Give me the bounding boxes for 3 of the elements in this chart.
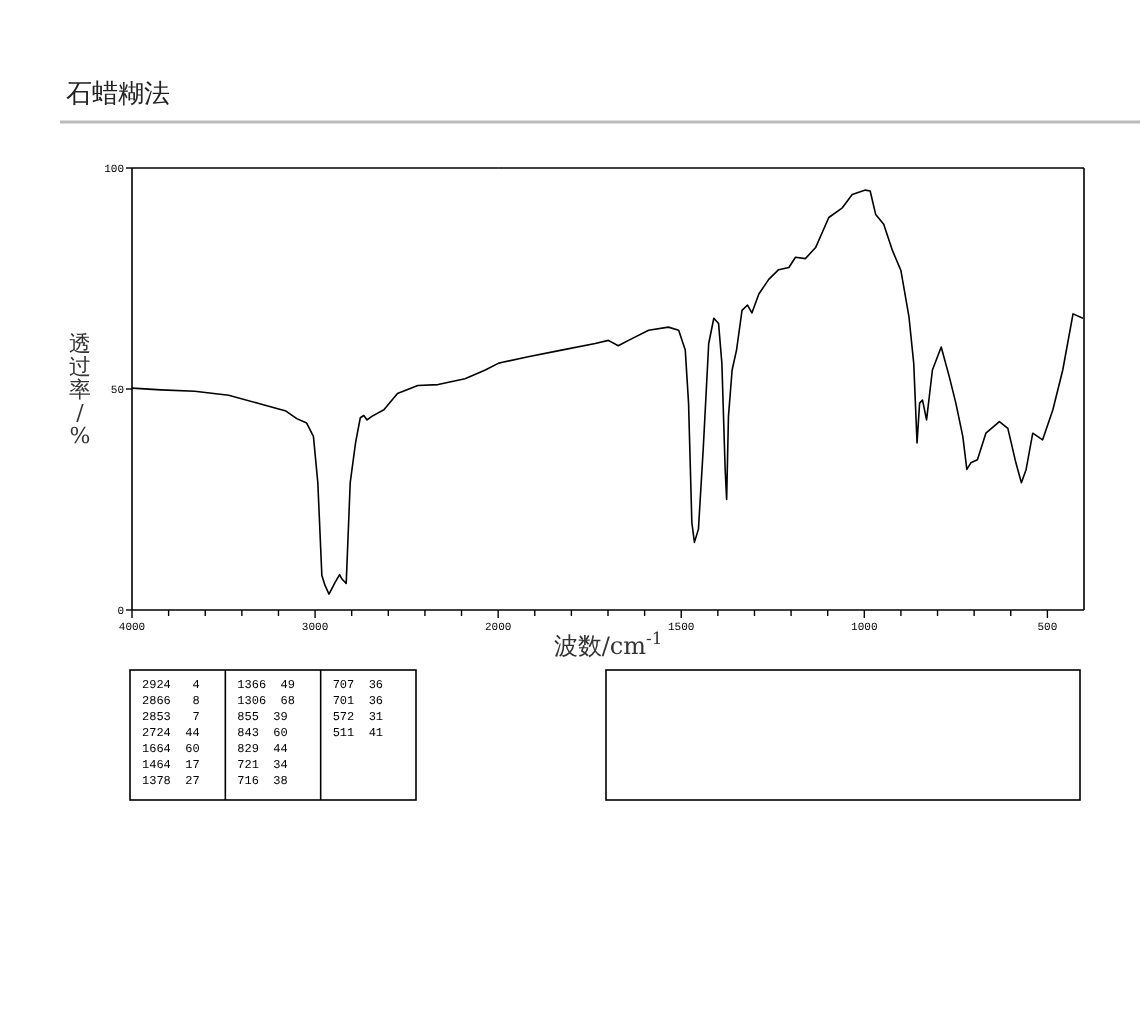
x-axis-title: 波数/cm$^{-1}$ [553,628,663,660]
y-axis-title: 透过率/% [69,330,91,450]
chart-title: 石蜡糊法 [66,80,170,110]
